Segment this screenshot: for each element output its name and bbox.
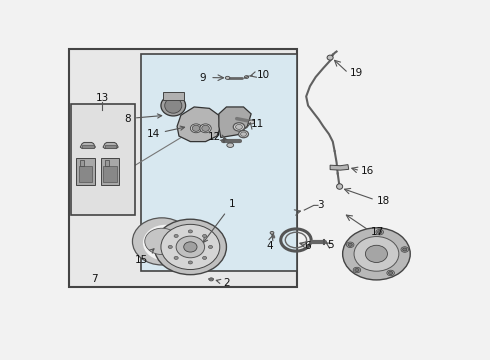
Bar xyxy=(163,92,184,100)
Text: 16: 16 xyxy=(361,166,374,176)
Ellipse shape xyxy=(202,125,209,131)
Text: 4: 4 xyxy=(266,235,273,251)
Text: 18: 18 xyxy=(376,196,390,206)
Text: 1: 1 xyxy=(203,199,236,242)
Bar xyxy=(105,159,109,166)
Ellipse shape xyxy=(208,246,213,248)
Ellipse shape xyxy=(188,230,193,233)
Ellipse shape xyxy=(327,55,333,60)
Text: 13: 13 xyxy=(96,93,109,103)
Polygon shape xyxy=(80,143,96,149)
Ellipse shape xyxy=(378,231,382,234)
Text: 15: 15 xyxy=(135,249,154,265)
Text: 6: 6 xyxy=(304,240,311,251)
Ellipse shape xyxy=(239,131,248,138)
Ellipse shape xyxy=(174,256,178,260)
Ellipse shape xyxy=(161,224,220,270)
Ellipse shape xyxy=(145,228,179,255)
Ellipse shape xyxy=(387,270,394,276)
Ellipse shape xyxy=(200,124,211,133)
Ellipse shape xyxy=(202,256,207,260)
Ellipse shape xyxy=(132,218,191,265)
Bar xyxy=(101,158,120,185)
Ellipse shape xyxy=(241,132,246,136)
Ellipse shape xyxy=(192,125,200,131)
Ellipse shape xyxy=(190,124,202,133)
Ellipse shape xyxy=(233,123,245,131)
Text: 19: 19 xyxy=(350,68,363,78)
Bar xyxy=(76,158,95,185)
Bar xyxy=(105,145,116,148)
Ellipse shape xyxy=(403,248,407,251)
Ellipse shape xyxy=(168,246,172,248)
Ellipse shape xyxy=(270,231,274,234)
Ellipse shape xyxy=(354,237,399,271)
Ellipse shape xyxy=(174,234,178,238)
Bar xyxy=(141,54,297,270)
Ellipse shape xyxy=(209,278,213,281)
Bar xyxy=(79,166,93,183)
Ellipse shape xyxy=(227,143,234,148)
Ellipse shape xyxy=(161,95,186,116)
Ellipse shape xyxy=(389,271,392,274)
Ellipse shape xyxy=(346,242,354,248)
Text: 3: 3 xyxy=(318,201,324,210)
Ellipse shape xyxy=(202,234,207,238)
Ellipse shape xyxy=(376,229,384,235)
Ellipse shape xyxy=(245,76,248,78)
Text: 5: 5 xyxy=(327,240,334,250)
Polygon shape xyxy=(103,143,118,149)
Bar xyxy=(71,104,135,215)
Ellipse shape xyxy=(154,219,226,275)
Polygon shape xyxy=(177,107,220,141)
Polygon shape xyxy=(219,107,251,138)
Ellipse shape xyxy=(353,267,361,273)
Ellipse shape xyxy=(176,236,205,258)
Bar xyxy=(80,159,84,166)
Ellipse shape xyxy=(401,247,409,252)
Ellipse shape xyxy=(355,269,359,271)
Ellipse shape xyxy=(337,184,343,189)
Ellipse shape xyxy=(143,225,189,261)
Text: 11: 11 xyxy=(251,119,265,129)
Text: 7: 7 xyxy=(91,274,98,284)
Ellipse shape xyxy=(343,228,410,280)
Text: 10: 10 xyxy=(257,70,270,80)
Text: 9: 9 xyxy=(200,73,206,82)
Ellipse shape xyxy=(225,76,230,79)
Bar xyxy=(82,145,94,148)
Text: 17: 17 xyxy=(371,227,384,237)
Ellipse shape xyxy=(184,242,197,252)
Ellipse shape xyxy=(165,98,182,113)
Polygon shape xyxy=(330,165,349,170)
Text: 8: 8 xyxy=(124,114,162,123)
Bar xyxy=(103,166,117,183)
Ellipse shape xyxy=(348,243,352,246)
Ellipse shape xyxy=(248,120,254,124)
Text: 2: 2 xyxy=(216,278,230,288)
Bar xyxy=(69,49,297,287)
Ellipse shape xyxy=(236,125,243,129)
Text: 12: 12 xyxy=(208,132,221,143)
Ellipse shape xyxy=(188,261,193,264)
Ellipse shape xyxy=(366,245,388,262)
Text: 14: 14 xyxy=(147,126,185,139)
